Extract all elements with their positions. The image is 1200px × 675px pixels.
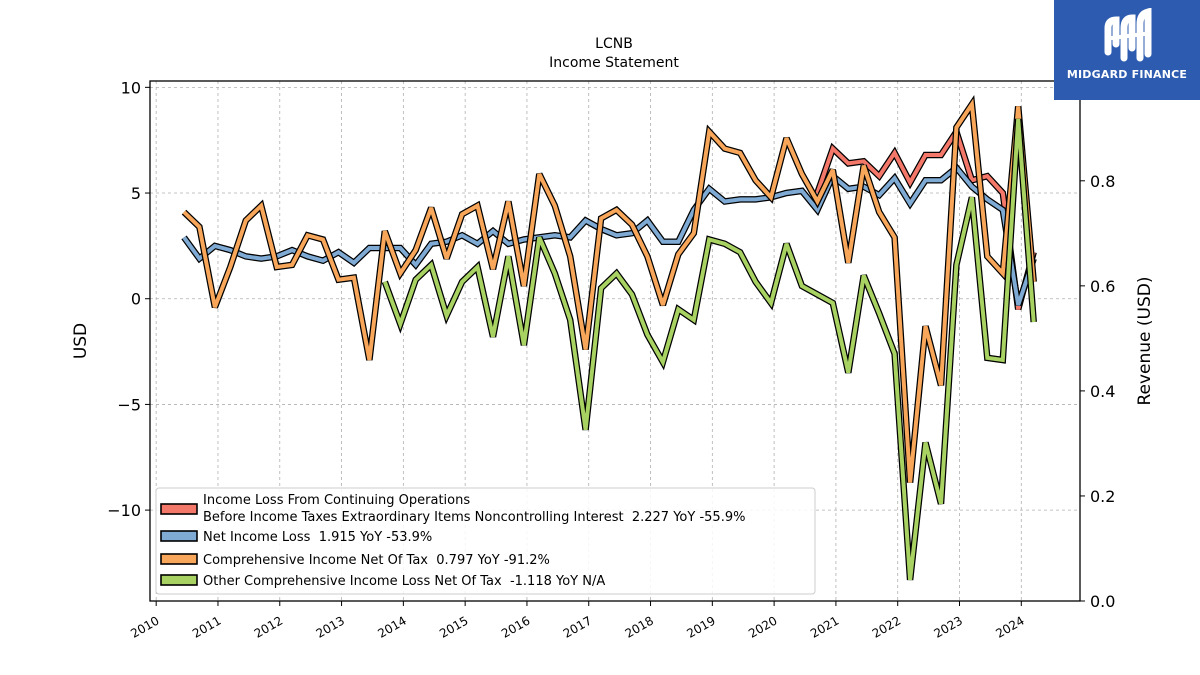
legend-entry-2: Net Income Loss 1.915 YoY -53.9% bbox=[160, 530, 432, 545]
y-axis-label: USD bbox=[71, 323, 91, 359]
x-tick-label: 2011 bbox=[190, 613, 223, 640]
chart-subtitle: Income Statement bbox=[549, 55, 679, 71]
logo-mark-icon bbox=[1104, 8, 1152, 62]
y2-axis-label: Revenue (USD) bbox=[1135, 276, 1155, 405]
legend: Income Loss From Continuing Operations Be… bbox=[155, 487, 816, 595]
series-line-3 bbox=[181, 94, 1037, 483]
y2-tick-label: 0.6 bbox=[1090, 277, 1115, 296]
legend-swatch bbox=[160, 553, 198, 565]
chart-title: LCNB bbox=[595, 36, 633, 52]
legend-entry-4: Other Comprehensive Income Loss Net Of T… bbox=[160, 574, 605, 589]
logo-text: MIDGARD FINANCE bbox=[1066, 68, 1188, 81]
y-tick-label: 0 bbox=[131, 290, 141, 309]
legend-swatch bbox=[160, 530, 198, 542]
series-stroke bbox=[815, 127, 1036, 310]
series-stroke bbox=[182, 164, 1036, 306]
y2-tick-label: 0.2 bbox=[1090, 487, 1115, 506]
x-tick-label: 2015 bbox=[437, 613, 470, 640]
x-tick-label: 2024 bbox=[993, 613, 1026, 640]
x-tick-label: 2018 bbox=[623, 613, 656, 640]
grid bbox=[150, 81, 1080, 601]
legend-label: Before Income Taxes Extraordinary Items … bbox=[203, 510, 745, 525]
legend-box bbox=[155, 487, 816, 595]
x-tick-label: 2010 bbox=[128, 613, 161, 640]
legend-label: Net Income Loss 1.915 YoY -53.9% bbox=[203, 530, 432, 545]
y2-tick-label: 0.4 bbox=[1090, 382, 1115, 401]
x-tick-label: 2017 bbox=[561, 613, 594, 640]
series-line-4 bbox=[381, 118, 1037, 581]
series-line-1 bbox=[814, 124, 1037, 311]
legend-entry-3: Comprehensive Income Net Of Tax 0.797 Yo… bbox=[160, 553, 550, 568]
y-tick-label: −5 bbox=[117, 395, 141, 414]
y2-tick-label: 0.8 bbox=[1090, 172, 1115, 191]
series-stroke bbox=[182, 98, 1036, 483]
y-tick-label: 10 bbox=[121, 78, 141, 97]
x-tick-label: 2013 bbox=[314, 613, 347, 640]
x-tick-label: 2022 bbox=[870, 613, 903, 640]
x-tick-label: 2014 bbox=[375, 613, 408, 640]
y2-tick-label: 0.0 bbox=[1090, 592, 1115, 611]
x-tick-label: 2012 bbox=[252, 613, 285, 640]
legend-swatch bbox=[160, 503, 198, 515]
x-tick-label: 2021 bbox=[808, 613, 841, 640]
y-tick-label: −10 bbox=[107, 501, 141, 520]
x-tick-label: 2016 bbox=[499, 613, 532, 640]
legend-label: Comprehensive Income Net Of Tax 0.797 Yo… bbox=[203, 553, 550, 568]
y-tick-label: 5 bbox=[131, 184, 141, 203]
x-tick-label: 2020 bbox=[746, 613, 779, 640]
series-lines bbox=[181, 94, 1037, 581]
series-line-2 bbox=[181, 163, 1037, 307]
legend-label: Income Loss From Continuing Operations bbox=[203, 493, 470, 508]
x-tick-label: 2023 bbox=[932, 613, 965, 640]
series-stroke bbox=[382, 118, 1036, 581]
legend-label: Other Comprehensive Income Loss Net Of T… bbox=[203, 574, 605, 589]
x-tick-label: 2019 bbox=[684, 613, 717, 640]
midgard-finance-logo: MIDGARD FINANCE bbox=[1054, 0, 1200, 100]
legend-entry-1: Income Loss From Continuing Operations Be… bbox=[160, 493, 745, 525]
plot-frame bbox=[149, 80, 1081, 602]
legend-swatch bbox=[160, 574, 198, 586]
